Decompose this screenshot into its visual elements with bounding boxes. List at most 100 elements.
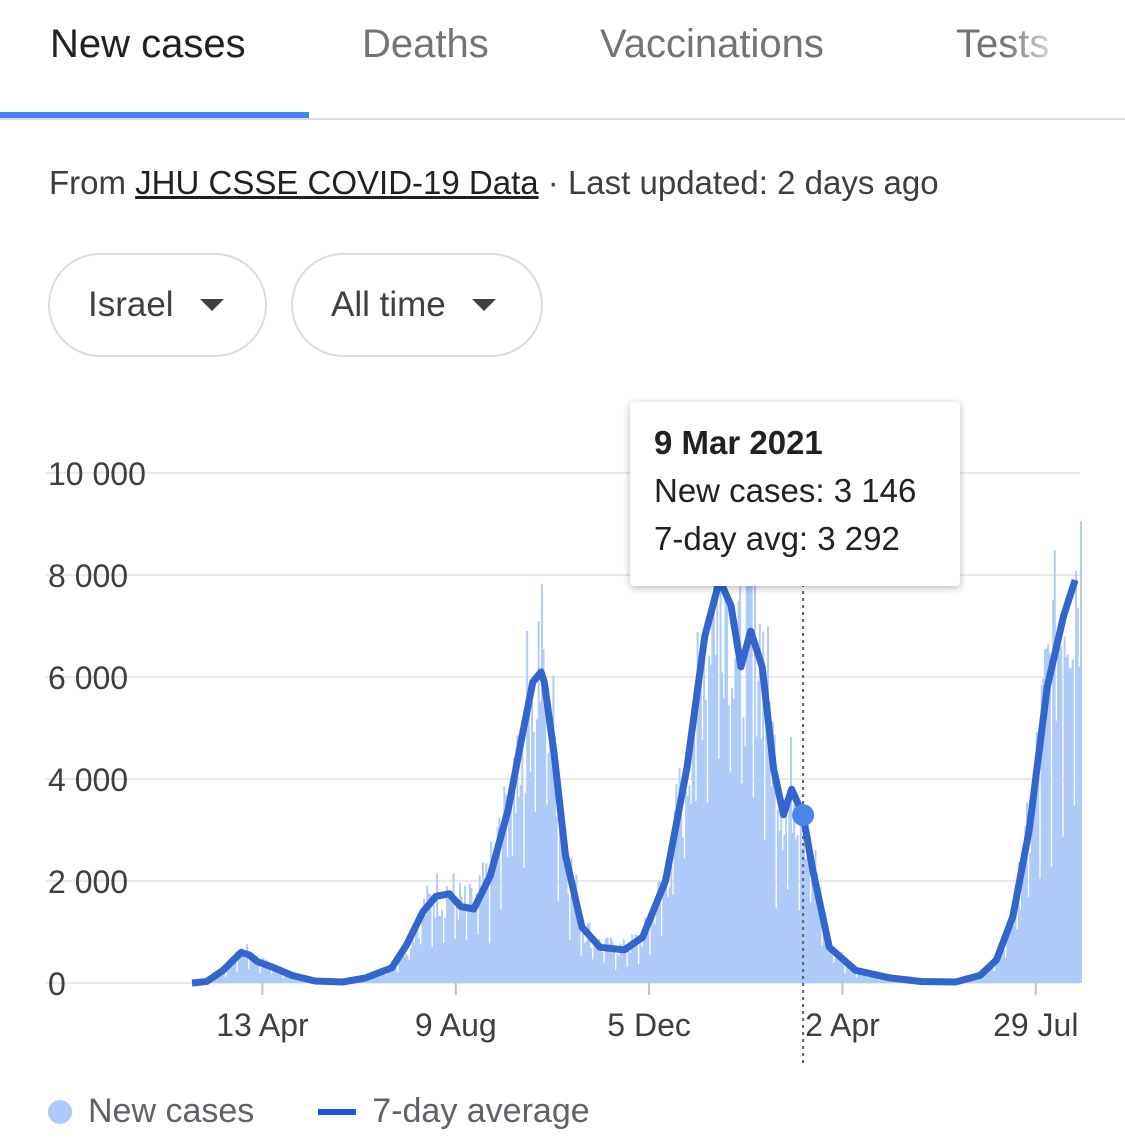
new-cases-bar bbox=[660, 935, 663, 983]
new-cases-bar bbox=[824, 912, 827, 983]
new-cases-bar bbox=[1037, 750, 1040, 983]
new-cases-bar bbox=[526, 630, 529, 983]
new-cases-bar bbox=[229, 957, 232, 983]
new-cases-bar bbox=[267, 965, 270, 983]
new-cases-bar bbox=[223, 969, 226, 983]
new-cases-bar bbox=[406, 955, 409, 983]
new-cases-bar bbox=[765, 723, 768, 983]
new-cases-bar bbox=[508, 818, 511, 983]
new-cases-bar bbox=[382, 970, 384, 983]
tab-new-cases[interactable]: New cases bbox=[50, 22, 246, 66]
new-cases-bar bbox=[870, 976, 873, 983]
new-cases-bar bbox=[685, 791, 688, 983]
new-cases-bar bbox=[273, 964, 276, 983]
source-link[interactable]: JHU CSSE COVID-19 Data bbox=[135, 164, 539, 201]
time-range-dropdown[interactable]: All time bbox=[291, 253, 543, 357]
new-cases-bar bbox=[1048, 653, 1051, 983]
new-cases-bar bbox=[442, 943, 445, 983]
new-cases-bar bbox=[850, 962, 853, 983]
new-cases-bar bbox=[491, 862, 494, 983]
new-cases-bar bbox=[1034, 778, 1037, 983]
new-cases-bar bbox=[565, 865, 568, 983]
new-cases-bar bbox=[1060, 646, 1063, 983]
new-cases-bar bbox=[726, 593, 729, 983]
new-cases-bar bbox=[554, 736, 557, 983]
tooltip-date: 9 Mar 2021 bbox=[654, 424, 823, 461]
new-cases-bar bbox=[473, 906, 476, 983]
new-cases-bar bbox=[475, 893, 478, 983]
new-cases-bar bbox=[731, 688, 733, 983]
new-cases-bar bbox=[780, 813, 783, 983]
new-cases-bar bbox=[578, 914, 581, 983]
new-cases-bar bbox=[244, 958, 247, 983]
new-cases-bar bbox=[721, 672, 724, 983]
new-cases-bar bbox=[858, 970, 861, 983]
new-cases-bar bbox=[236, 972, 239, 983]
new-cases-bar bbox=[1030, 827, 1033, 983]
new-cases-bar bbox=[1070, 668, 1073, 983]
new-cases-bar bbox=[855, 977, 858, 983]
new-cases-bar bbox=[822, 924, 825, 983]
new-cases-bar bbox=[485, 863, 488, 983]
new-cases-bar bbox=[696, 632, 699, 983]
new-cases-bar bbox=[762, 631, 765, 983]
new-cases-bar bbox=[390, 971, 393, 983]
new-cases-bar bbox=[249, 958, 252, 983]
new-cases-bar bbox=[495, 862, 498, 983]
new-cases-bar bbox=[834, 958, 837, 983]
dropdown-arrow-icon bbox=[471, 299, 496, 311]
new-cases-bar bbox=[663, 875, 666, 983]
new-cases-bar bbox=[277, 971, 280, 983]
x-tick-label: 9 Aug bbox=[415, 1007, 497, 1043]
new-cases-bar bbox=[984, 968, 987, 983]
new-cases-bar bbox=[239, 952, 242, 983]
new-cases-bar bbox=[562, 831, 565, 983]
new-cases-bar bbox=[821, 945, 824, 983]
new-cases-chart[interactable]: 0 2 000 4 000 6 000 8 000 10 000 13 Apr 9 Aug 5… bbox=[0, 380, 1125, 1080]
new-cases-bar bbox=[745, 568, 748, 983]
new-cases-bar bbox=[732, 698, 735, 983]
new-cases-bar bbox=[781, 850, 784, 983]
new-cases-bar bbox=[454, 939, 457, 983]
new-cases-bar bbox=[506, 857, 509, 983]
new-cases-bar bbox=[808, 855, 810, 983]
new-cases-bar bbox=[532, 732, 535, 983]
new-cases-bar bbox=[450, 890, 453, 983]
tab-deaths[interactable]: Deaths bbox=[362, 22, 489, 66]
location-dropdown[interactable]: Israel bbox=[48, 253, 267, 357]
new-cases-bar bbox=[481, 862, 484, 983]
new-cases-bar bbox=[794, 839, 797, 983]
tooltip-new-cases: New cases: 3 146 bbox=[654, 472, 917, 509]
new-cases-bar bbox=[740, 783, 743, 983]
new-cases-bar bbox=[216, 975, 219, 983]
new-cases-bar bbox=[511, 855, 514, 983]
new-cases-bar bbox=[398, 961, 401, 983]
new-cases-bar bbox=[853, 969, 856, 983]
new-cases-bar bbox=[993, 971, 996, 983]
x-tick-label: 29 Jul bbox=[993, 1007, 1078, 1043]
data-source-line: From JHU CSSE COVID-19 Data · Last updat… bbox=[49, 164, 939, 202]
new-cases-bar bbox=[513, 757, 516, 983]
new-cases-bar bbox=[1009, 929, 1012, 983]
new-cases-bar bbox=[1045, 648, 1048, 983]
new-cases-bar bbox=[591, 959, 594, 983]
new-cases-bar bbox=[524, 792, 527, 983]
new-cases-bar bbox=[372, 976, 375, 983]
new-cases-bar bbox=[734, 658, 737, 983]
new-cases-bar bbox=[490, 841, 493, 983]
tab-vaccinations[interactable]: Vaccinations bbox=[600, 22, 824, 66]
new-cases-bar bbox=[555, 816, 558, 983]
new-cases-bar bbox=[586, 923, 589, 983]
new-cases-bar bbox=[419, 944, 422, 983]
new-cases-bar bbox=[544, 692, 547, 983]
new-cases-bar bbox=[577, 922, 579, 983]
new-cases-bar bbox=[786, 889, 789, 983]
x-tick-label: 13 Apr bbox=[216, 1007, 309, 1043]
new-cases-bar bbox=[462, 904, 465, 983]
new-cases-bar bbox=[282, 978, 285, 983]
new-cases-bar bbox=[432, 904, 435, 983]
new-cases-bar bbox=[1075, 570, 1078, 983]
new-cases-bar bbox=[694, 801, 697, 983]
new-cases-bar bbox=[431, 947, 434, 983]
new-cases-bar bbox=[483, 878, 486, 983]
